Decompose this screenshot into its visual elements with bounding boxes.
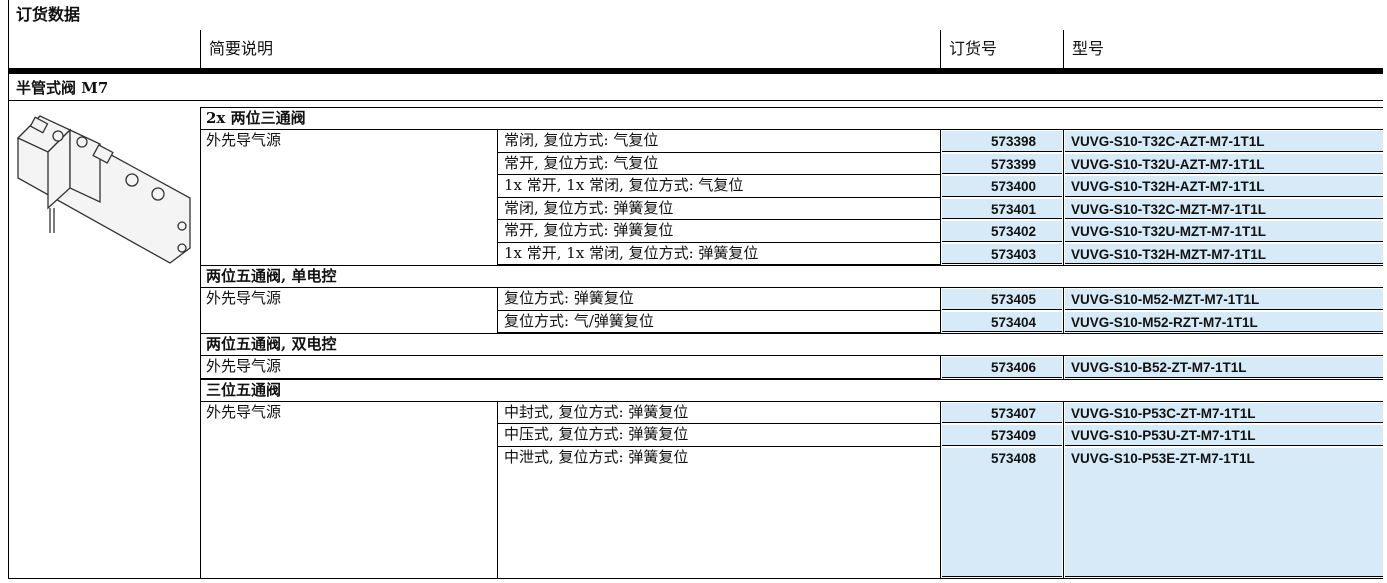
rule bbox=[8, 68, 1383, 74]
rule bbox=[940, 424, 941, 447]
group-title: 三位五通阀 bbox=[200, 378, 1383, 402]
model: VUVG-S10-P53U-ZT-M7-1T1L bbox=[1065, 425, 1383, 446]
description: 常开, 复位方式: 气复位 bbox=[497, 152, 940, 175]
rule bbox=[940, 130, 941, 153]
model: VUVG-S10-B52-ZT-M7-1T1L bbox=[1065, 357, 1383, 378]
section-title: 半管式阀 M7 bbox=[16, 79, 109, 97]
rule bbox=[1063, 197, 1064, 220]
rule bbox=[940, 30, 941, 68]
rule bbox=[1063, 401, 1064, 424]
model: VUVG-S10-P53C-ZT-M7-1T1L bbox=[1065, 402, 1383, 423]
order-no: 573408 bbox=[942, 447, 1062, 577]
model: VUVG-S10-T32H-AZT-M7-1T1L bbox=[1065, 176, 1383, 197]
description: 复位方式: 弹簧复位 bbox=[497, 288, 940, 311]
model: VUVG-S10-T32H-MZT-M7-1T1L bbox=[1065, 243, 1383, 264]
description: 中封式, 复位方式: 弹簧复位 bbox=[497, 401, 940, 424]
rule bbox=[1063, 30, 1064, 68]
rule bbox=[1063, 424, 1064, 447]
rule bbox=[497, 401, 498, 578]
rule bbox=[8, 100, 1383, 101]
pilot: 外先导气源 bbox=[206, 357, 282, 375]
rule bbox=[940, 356, 941, 379]
description: 1x 常开, 1x 常闭, 复位方式: 气复位 bbox=[497, 175, 940, 198]
description: 常开, 复位方式: 弹簧复位 bbox=[497, 220, 940, 243]
group-title: 2x 两位三通阀 bbox=[200, 107, 1383, 130]
rule bbox=[497, 288, 498, 333]
pilot: 外先导气源 bbox=[206, 289, 282, 307]
column-header: 型号 bbox=[1072, 39, 1105, 58]
rule bbox=[1063, 175, 1064, 198]
order-no: 573399 bbox=[942, 153, 1062, 174]
rule bbox=[1063, 446, 1064, 578]
rule bbox=[1063, 152, 1064, 175]
pilot: 外先导气源 bbox=[206, 402, 282, 421]
rule bbox=[940, 152, 941, 175]
order-no: 573409 bbox=[942, 425, 1062, 446]
rule bbox=[1063, 356, 1064, 379]
order-no: 573406 bbox=[942, 357, 1062, 378]
rule bbox=[1063, 130, 1064, 153]
description: 复位方式: 气/弹簧复位 bbox=[497, 310, 940, 333]
order-no: 573398 bbox=[942, 131, 1062, 152]
group-title: 两位五通阀, 双电控 bbox=[200, 333, 1383, 356]
order-no: 573400 bbox=[942, 176, 1062, 197]
model: VUVG-S10-M52-MZT-M7-1T1L bbox=[1065, 289, 1383, 310]
order-no: 573401 bbox=[942, 198, 1062, 219]
column-header: 简要说明 bbox=[209, 39, 274, 58]
order-no: 573404 bbox=[942, 311, 1062, 332]
rule bbox=[8, 0, 9, 578]
order-no: 573403 bbox=[942, 243, 1062, 264]
order-no: 573405 bbox=[942, 289, 1062, 310]
order-no: 573402 bbox=[942, 221, 1062, 242]
description: 中压式, 复位方式: 弹簧复位 bbox=[497, 424, 940, 447]
rule bbox=[1063, 288, 1064, 311]
pilot: 外先导气源 bbox=[206, 131, 282, 149]
rule bbox=[940, 175, 941, 198]
model: VUVG-S10-T32C-AZT-M7-1T1L bbox=[1065, 131, 1383, 152]
rule bbox=[1063, 242, 1064, 265]
description: 中泄式, 复位方式: 弹簧复位 bbox=[497, 446, 940, 578]
rule bbox=[940, 310, 941, 333]
description: 常闭, 复位方式: 弹簧复位 bbox=[497, 197, 940, 220]
description: 1x 常开, 1x 常闭, 复位方式: 弹簧复位 bbox=[497, 242, 940, 265]
valve-image bbox=[16, 115, 191, 264]
model: VUVG-S10-T32U-MZT-M7-1T1L bbox=[1065, 221, 1383, 242]
model: VUVG-S10-T32C-MZT-M7-1T1L bbox=[1065, 198, 1383, 219]
column-header: 订货号 bbox=[949, 39, 998, 58]
rule bbox=[1063, 220, 1064, 243]
model: VUVG-S10-M52-RZT-M7-1T1L bbox=[1065, 311, 1383, 332]
rule bbox=[200, 107, 201, 578]
model: VUVG-S10-P53E-ZT-M7-1T1L bbox=[1065, 447, 1383, 577]
description: 常闭, 复位方式: 气复位 bbox=[497, 130, 940, 153]
rule bbox=[940, 220, 941, 243]
rule bbox=[1063, 310, 1064, 333]
rule bbox=[8, 578, 1383, 579]
rule bbox=[200, 377, 940, 379]
rule bbox=[200, 30, 201, 68]
doc-title: 订货数据 bbox=[16, 5, 81, 24]
rule bbox=[940, 242, 941, 265]
rule bbox=[940, 401, 941, 424]
model: VUVG-S10-T32U-AZT-M7-1T1L bbox=[1065, 153, 1383, 174]
order-no: 573407 bbox=[942, 402, 1062, 423]
rule bbox=[497, 130, 498, 265]
rule bbox=[940, 446, 941, 578]
rule bbox=[940, 288, 941, 311]
rule bbox=[940, 197, 941, 220]
group-title: 两位五通阀, 单电控 bbox=[200, 265, 1383, 288]
